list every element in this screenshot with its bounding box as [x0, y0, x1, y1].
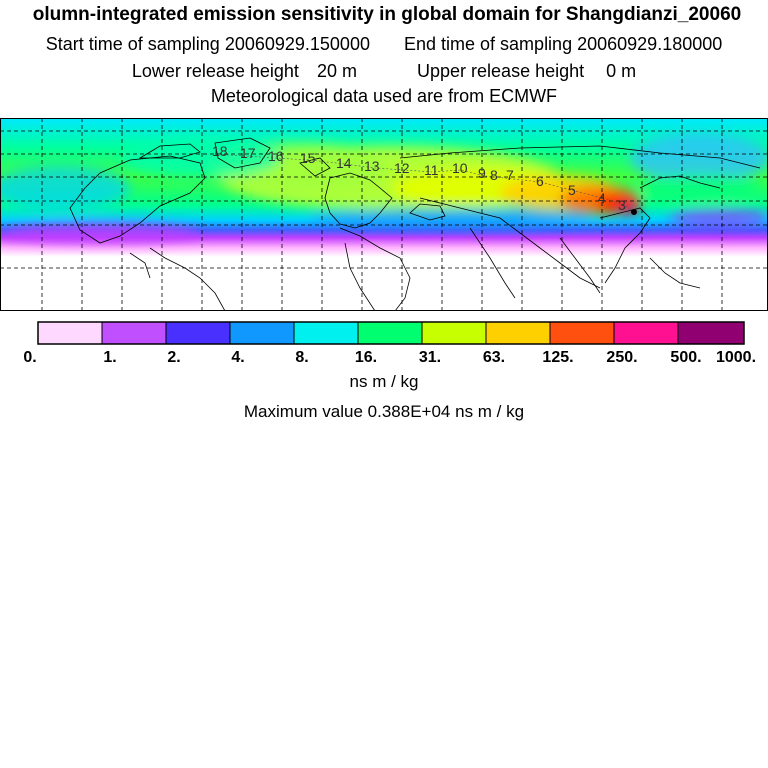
max-label: Maximum value [243, 402, 363, 421]
swatch [614, 322, 678, 344]
colorbar: 0. 1. 2. 4. 8. 16. 31. 63. 125. 250. 500… [23, 321, 756, 366]
start-label: Start time of sampling [45, 34, 220, 54]
traj-label: 14 [336, 155, 352, 171]
traj-label: 15 [300, 150, 316, 166]
trajectory-path [214, 153, 633, 211]
tick-label: 16. [355, 349, 377, 366]
swatch [230, 322, 294, 344]
max-number: 0.388E+04 [367, 402, 451, 421]
traj-label: 11 [424, 162, 439, 178]
tick-label: 63. [483, 349, 505, 366]
tick-label: 4. [231, 349, 244, 366]
emission-map: 18 17 16 15 14 13 12 11 10 9 8 7 6 5 4 3 [0, 118, 768, 311]
lower-label: Lower release height [131, 61, 299, 81]
colorbar-tick-labels: 0. 1. 2. 4. 8. 16. 31. 63. 125. 250. 500… [23, 349, 756, 366]
end-label: End time of sampling [404, 34, 573, 54]
release-heights: Lower release height 20 m Upper release … [0, 60, 768, 82]
max-units: ns m / kg [455, 402, 525, 421]
tick-label: 31. [419, 349, 441, 366]
traj-label: 9 [478, 165, 486, 181]
receptor-marker [631, 209, 637, 215]
start-value: 20060929.150000 [224, 34, 370, 54]
maximum-value: Maximum value 0.388E+04 ns m / kg [0, 402, 768, 422]
traj-label: 17 [240, 145, 256, 161]
swatch [550, 322, 614, 344]
tick-label: 8. [295, 349, 308, 366]
tick-label: 2. [167, 349, 180, 366]
tick-label: 0. [23, 349, 36, 366]
met-data-note: Meteorological data used are from ECMWF [210, 86, 558, 106]
traj-label: 8 [490, 167, 498, 183]
traj-label: 4 [598, 190, 606, 206]
swatch [294, 322, 358, 344]
swatch [486, 322, 550, 344]
swatch [102, 322, 166, 344]
end-value: 20060929.180000 [577, 34, 723, 54]
swatch [678, 322, 744, 344]
colorbar-units: ns m / kg [349, 372, 419, 391]
swatch [38, 322, 102, 344]
tick-label: 1. [103, 349, 116, 366]
traj-label: 10 [452, 160, 468, 176]
sensitivity-field [0, 133, 768, 243]
swatch [422, 322, 486, 344]
sampling-times: Start time of sampling 20060929.150000 E… [0, 33, 768, 55]
traj-label: 18 [212, 143, 228, 159]
tick-label: 500. [670, 349, 701, 366]
trajectory-labels: 18 17 16 15 14 13 12 11 10 9 8 7 6 5 4 3 [212, 143, 626, 213]
colorbar-dividers [101, 322, 679, 344]
traj-label: 13 [364, 158, 380, 174]
traj-label: 12 [394, 160, 410, 176]
tick-label: 1000. [716, 349, 756, 366]
traj-label: 16 [268, 148, 284, 164]
upper-label: Upper release height [417, 61, 585, 81]
traj-label: 6 [536, 173, 544, 189]
plot-title: olumn-integrated emission sensitivity in… [32, 4, 742, 25]
swatch [358, 322, 422, 344]
tick-label: 125. [542, 349, 573, 366]
upper-value: 0 m [606, 61, 637, 81]
tick-label: 250. [606, 349, 637, 366]
traj-label: 3 [618, 197, 626, 213]
traj-label: 5 [568, 182, 576, 198]
traj-label: 7 [506, 167, 514, 183]
lower-value: 20 m [316, 61, 357, 81]
colorbar-swatches [38, 322, 744, 344]
graticule [0, 118, 768, 311]
swatch [166, 322, 230, 344]
